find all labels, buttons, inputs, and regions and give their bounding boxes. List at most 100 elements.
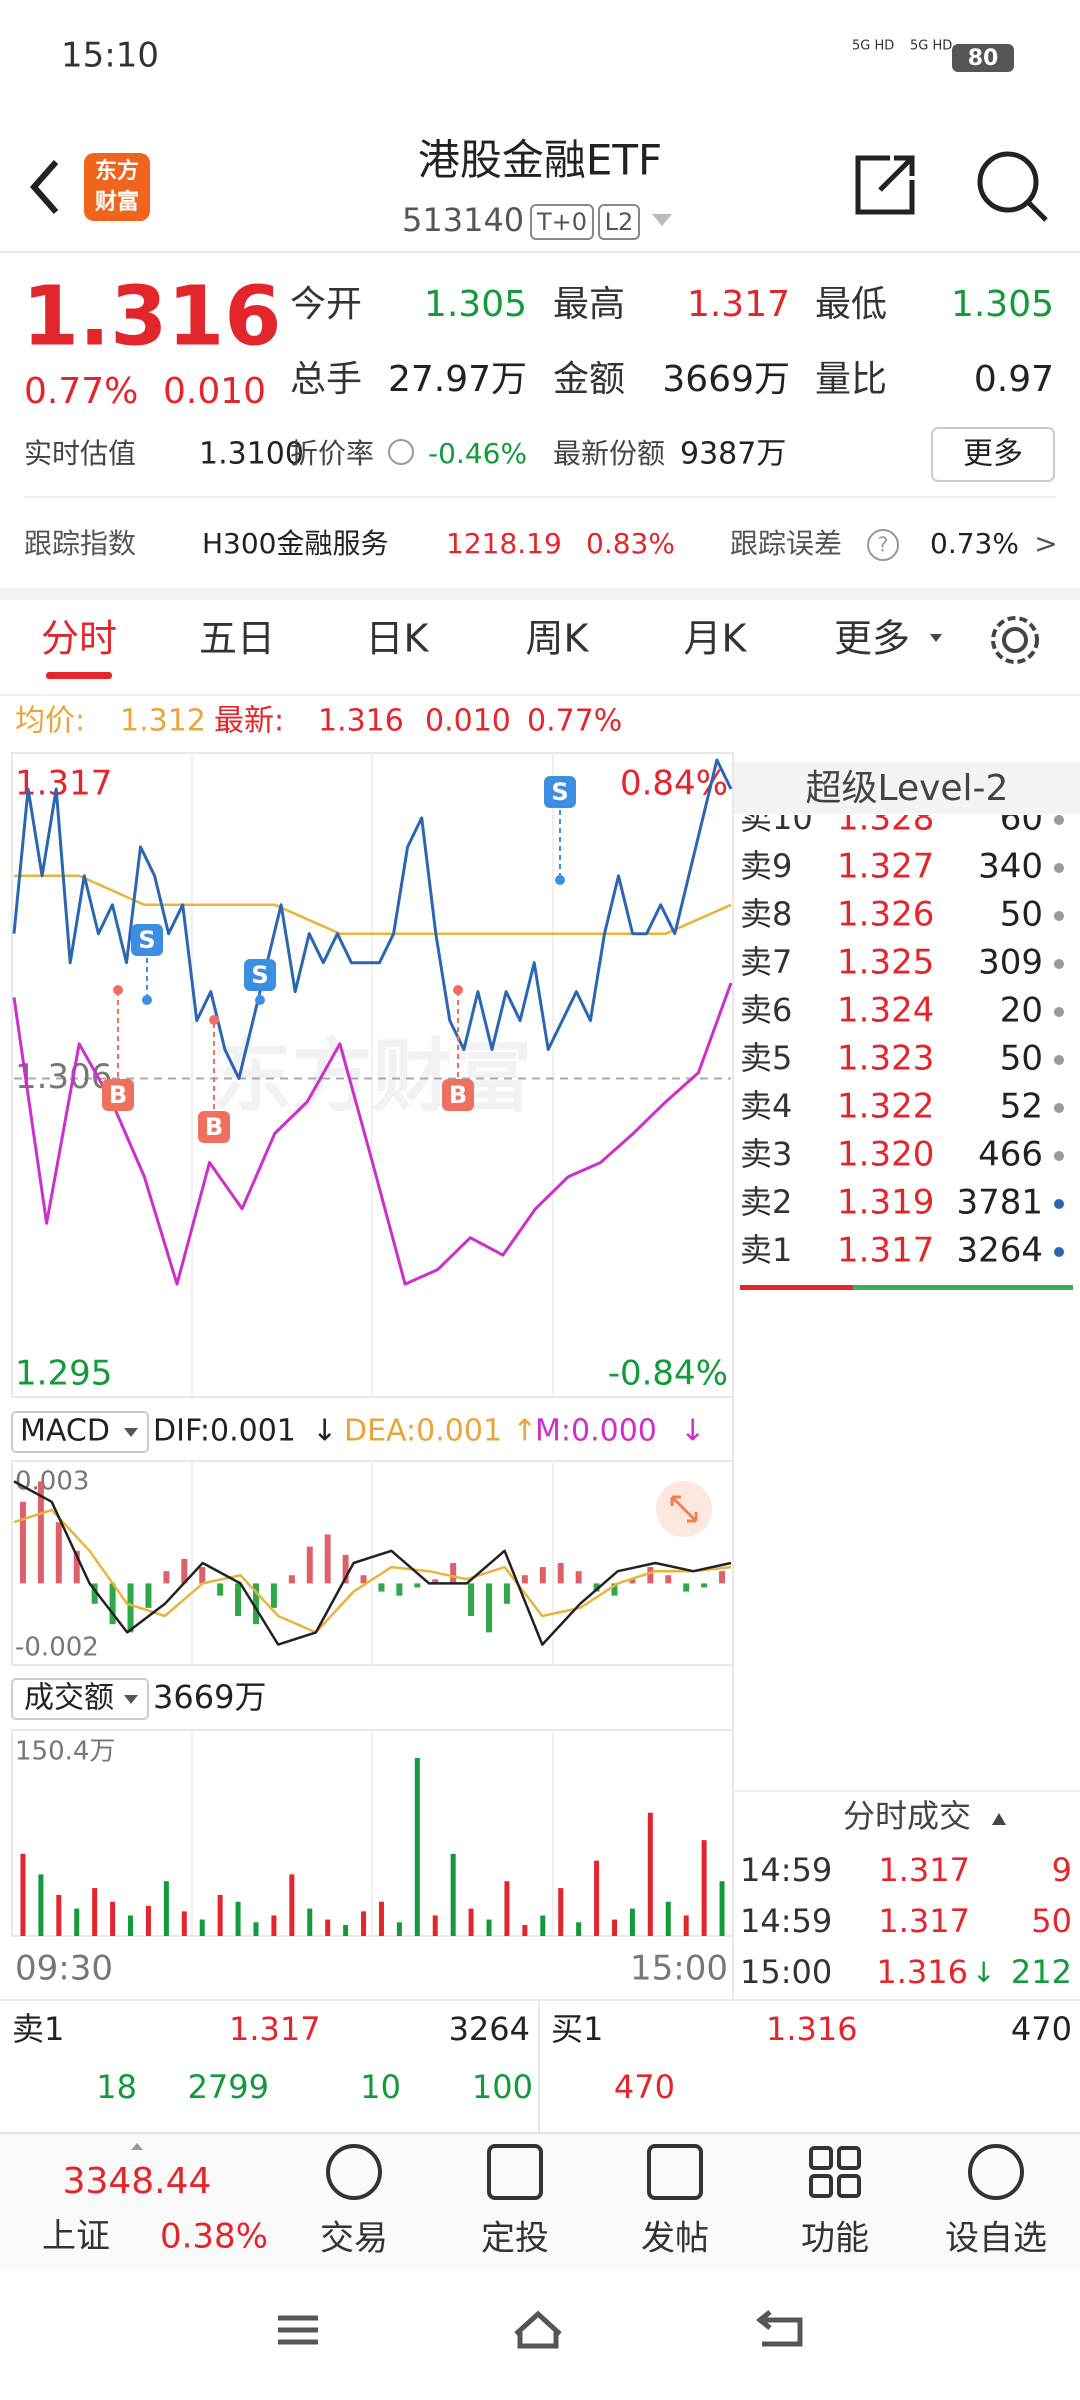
invest-icon[interactable] [487,2144,543,2200]
nav-item[interactable]: 功能 [801,2219,869,2259]
avg-label: 均价: [15,704,85,739]
dif-arrow: ↓ [312,1414,337,1449]
function-icon[interactable] [809,2146,861,2198]
tab[interactable]: 周K [526,617,590,661]
tick-volume: 18 [96,2068,137,2106]
selector-box[interactable] [11,1411,149,1453]
menu-button[interactable] [278,2315,318,2345]
book-label: 买7 [740,1596,792,1634]
back-button[interactable] [30,160,59,214]
reference-line [12,982,733,1286]
volume-bar [719,1881,725,1936]
volume-bar [128,1915,134,1936]
settings-button[interactable] [991,616,1039,664]
book-price: 1.323 [837,1039,934,1079]
trades-title: 分时成交 [843,1797,971,1835]
indicator-selector: 成交额 [24,1681,114,1716]
trade-icon[interactable] [326,2144,382,2200]
search-button[interactable] [977,151,1048,222]
volume-bar [163,1881,169,1936]
marker-dot [113,985,123,995]
marker-dot [142,995,152,1005]
trade-marker [131,924,163,956]
trade-marker [102,1079,134,1111]
selector-box[interactable] [11,1678,149,1720]
volume-bar [325,1919,331,1936]
dea-arrow: ↑ [512,1414,537,1449]
nav-item[interactable]: 发帖 [641,2219,709,2259]
book-dot [1054,959,1064,969]
field-label: 总手 [290,359,362,400]
dropdown-arrow[interactable] [124,1695,138,1704]
nav-item[interactable]: 交易 [320,2219,388,2259]
nav-item[interactable]: 定投 [481,2219,549,2259]
tag: T+0 [536,208,587,236]
help-icon[interactable] [867,529,899,561]
volume-bar [486,1919,492,1936]
volume-bar [199,1919,205,1936]
battery-level: 80 [968,46,999,71]
trade-time: 14:59 [740,1851,832,1889]
field-value: 1.3100 [199,437,304,472]
dropdown-arrow[interactable] [652,214,672,226]
book-dot [1054,1199,1064,1209]
macd-bar [360,1575,367,1584]
volume-bar [92,1888,98,1936]
volume-bar [683,1915,689,1936]
tracking-arrow: > [1034,527,1057,560]
macd-bar [145,1583,152,1608]
book-label: 卖9 [740,847,792,885]
field-label: 实时估值 [24,437,136,470]
book-price: 1.317 [837,1231,934,1271]
last-change: 0.010 [425,704,511,739]
tab[interactable]: 分时 [41,617,117,661]
ask-label: 卖1 [12,2010,64,2048]
dropdown-arrow[interactable] [124,1428,138,1437]
trade-arrow: ↓ [972,1956,995,1989]
field-value: 27.97万 [388,359,527,400]
trade-marker [442,1079,474,1111]
volume-bar [396,1922,402,1936]
collapse-arrow[interactable] [131,2143,143,2150]
tab[interactable]: 更多 [834,617,910,661]
trade-marker-label: S [251,961,268,989]
book-label: 买1 [740,1308,792,1346]
post-icon[interactable] [647,2144,703,2200]
tab-underline [46,672,112,679]
book-price: 1.326 [837,895,934,935]
volume-bar [289,1874,295,1936]
return-button[interactable] [755,2310,803,2347]
m-arrow: ↓ [680,1414,705,1449]
book-price: 1.307 [837,1596,934,1636]
share-button[interactable] [855,155,915,215]
nav-item[interactable]: 设自选 [945,2219,1047,2259]
book-dot [1054,815,1064,825]
macd-bar [163,1571,170,1584]
tab[interactable]: 五日 [199,617,275,661]
avg-value: 1.312 [120,704,206,739]
more-button[interactable] [931,427,1055,482]
macd-bar [306,1546,313,1584]
book-label: 卖1 [740,1231,792,1269]
book-price: 1.325 [837,943,934,983]
watchlist-icon[interactable] [968,2144,1024,2200]
book-dot [1054,1516,1064,1526]
tab[interactable]: 月K [684,617,748,661]
macd-bar [647,1567,654,1584]
bid-volume: 470 [1011,2010,1072,2048]
book-label: 卖5 [740,1039,792,1077]
macd-bar [593,1583,600,1592]
tab[interactable]: 日K [366,617,430,661]
macd-bar [396,1583,403,1596]
macd-bar [37,1481,44,1584]
book-price: 1.310 [837,1500,934,1540]
book-price: 1.316 [837,1308,934,1348]
book-volume: 1803 [956,1404,1043,1444]
trade-volume: 212 [1011,1953,1072,1991]
tag: L2 [605,208,634,236]
more-button-label: 更多 [963,437,1023,472]
home-button[interactable] [514,2310,562,2349]
dropdown-arrow[interactable] [930,634,942,642]
sort-arrow[interactable] [992,1813,1006,1825]
info-icon[interactable] [388,439,414,465]
